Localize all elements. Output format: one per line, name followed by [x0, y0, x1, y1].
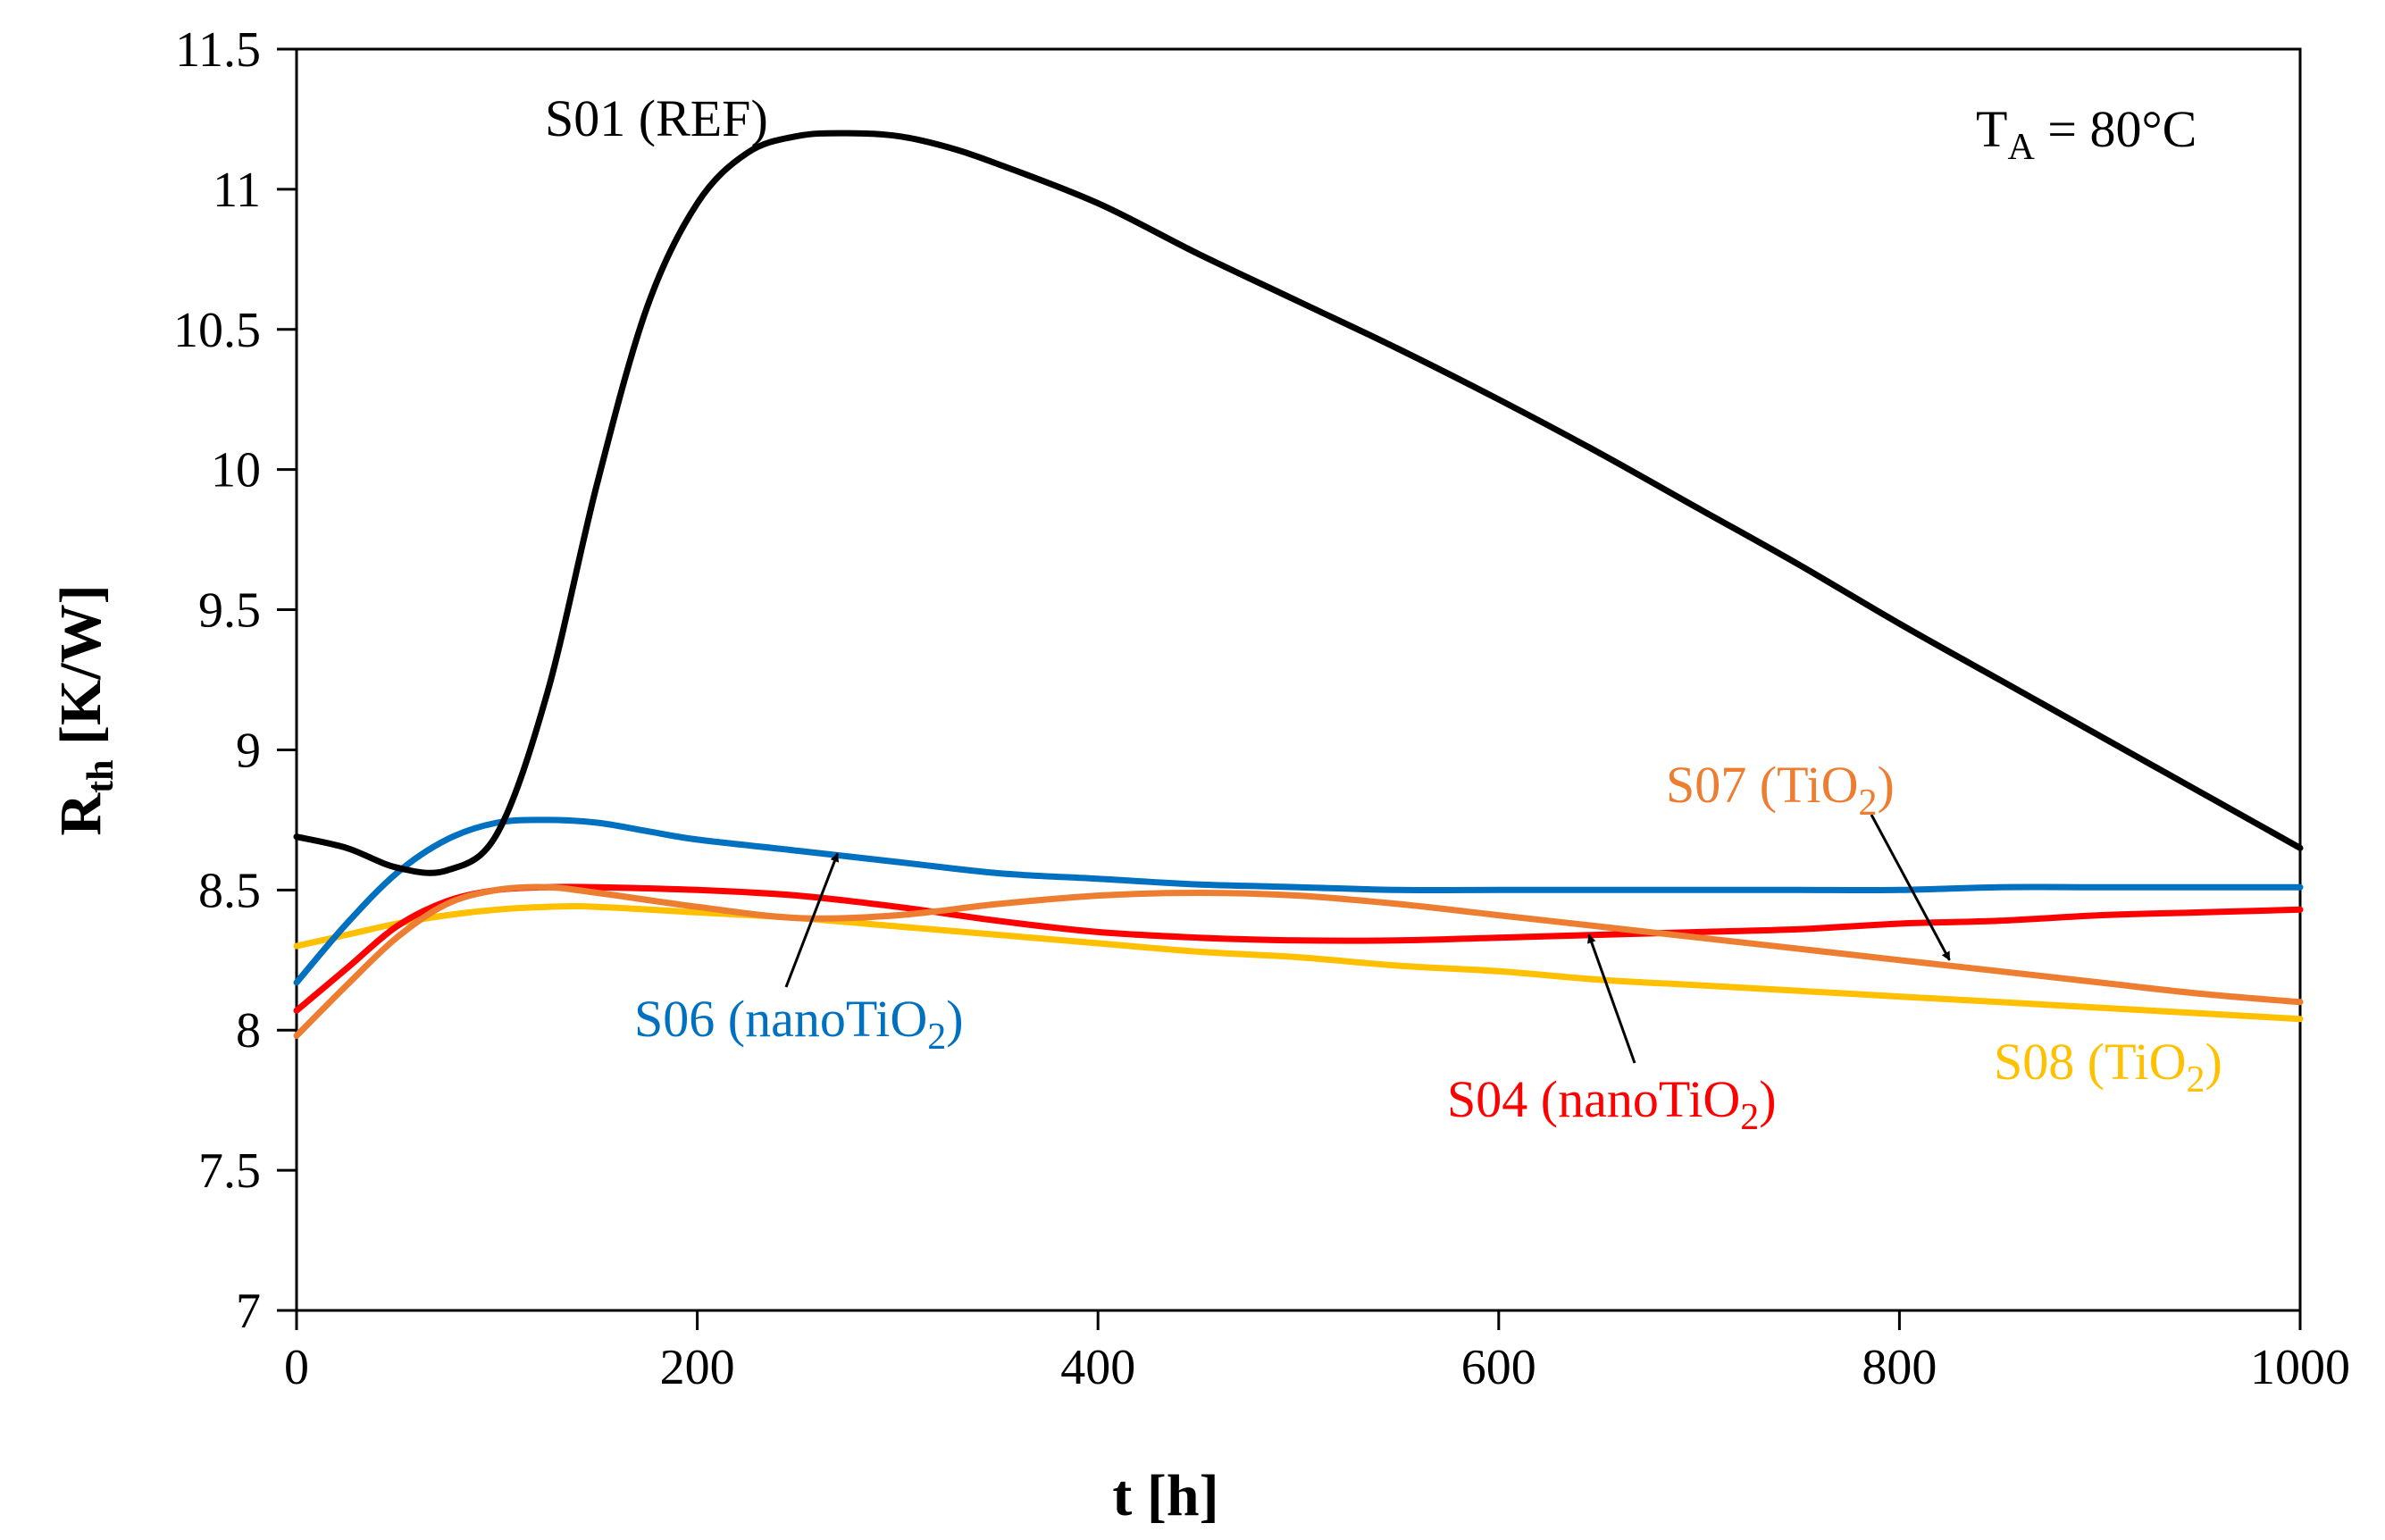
x-axis: 0 200 400 600 800 1000: [284, 1310, 2350, 1395]
series-label-s08: S08 (TiO2): [1994, 1033, 2222, 1101]
y-tick-label: 11: [213, 163, 261, 218]
arrow-s07: [1870, 814, 1951, 961]
x-axis-title: t [h]: [1112, 1463, 1218, 1528]
y-tick-label: 8.5: [198, 863, 261, 918]
series-line-s08: [293, 903, 2304, 1023]
series-layer: [293, 130, 2304, 1039]
series-label-s06: S06 (nanoTiO2): [634, 990, 964, 1058]
y-tick-label: 11.5: [175, 22, 261, 78]
annotation-arrows: [784, 814, 1951, 1064]
x-tick-label: 200: [660, 1340, 735, 1395]
y-tick-label: 7: [236, 1284, 261, 1339]
series-label-s01: S01 (REF): [545, 89, 768, 147]
y-tick-label: 8: [236, 1003, 261, 1059]
series-line-s07: [293, 883, 2304, 1039]
y-tick-label: 10.5: [173, 303, 261, 358]
x-tick-label: 0: [284, 1340, 309, 1395]
x-tick-label: 600: [1461, 1340, 1536, 1395]
arrow-s06: [784, 852, 840, 988]
x-tick-label: 1000: [2250, 1340, 2350, 1395]
temperature-condition-label: TA = 80°C: [1976, 100, 2197, 168]
y-tick-label: 10: [211, 443, 261, 498]
y-tick-label: 9: [236, 723, 261, 778]
y-axis: 7 7.5 8 8.5 9 9.5 10 10.5 11 11.5: [173, 22, 297, 1339]
arrow-s04: [1587, 933, 1636, 1064]
y-tick-label: 9.5: [198, 583, 261, 639]
x-tick-label: 800: [1862, 1340, 1937, 1395]
x-tick-label: 400: [1060, 1340, 1135, 1395]
y-tick-label: 7.5: [198, 1143, 261, 1199]
y-axis-title: Rth [K/W]: [48, 584, 121, 835]
series-line-s01: [293, 130, 2304, 876]
series-label-s07: S07 (TiO2): [1666, 756, 1895, 824]
series-line-s06: [293, 816, 2304, 986]
series-label-s04: S04 (nanoTiO2): [1447, 1070, 1777, 1138]
plot-area-border: [295, 47, 2302, 1312]
